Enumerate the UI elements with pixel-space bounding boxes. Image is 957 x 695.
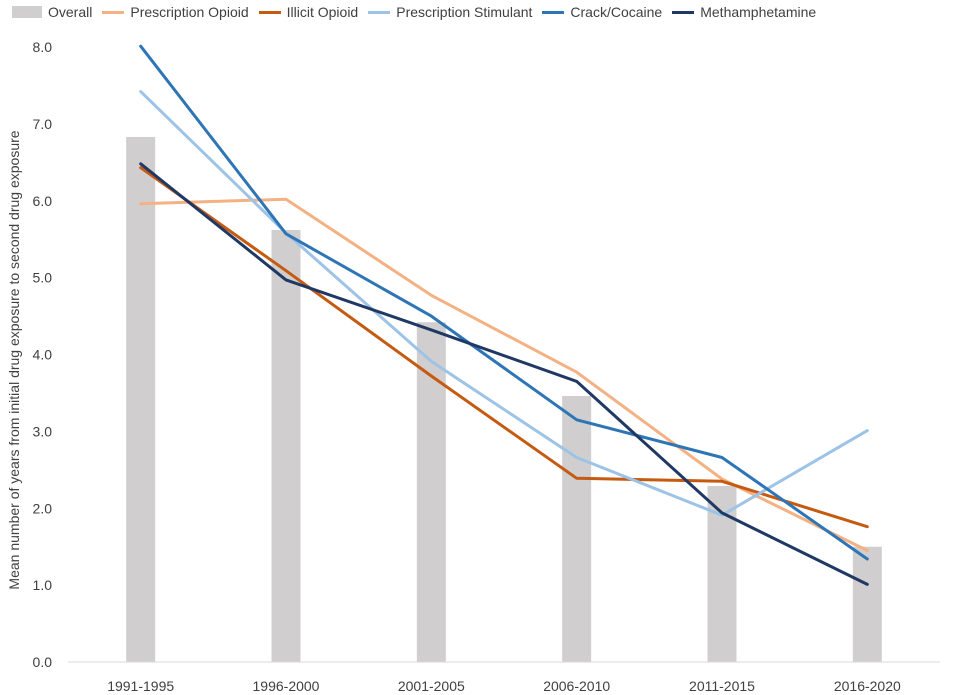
legend-swatch-overall [12, 6, 42, 18]
legend-swatch-prescription-stimulant [368, 10, 391, 14]
bar-overall-2001-2005 [416, 322, 446, 662]
legend-item-prescription-stimulant: Prescription Stimulant [368, 4, 532, 20]
x-tick-label: 1996-2000 [253, 678, 320, 694]
legend-swatch-methamphetamine [672, 10, 695, 14]
legend-swatch-crack-cocaine [542, 10, 565, 14]
y-tick-label: 6.0 [33, 193, 53, 209]
bar-overall-2006-2010 [562, 396, 592, 662]
y-tick-label: 1.0 [33, 577, 53, 593]
legend-label-illicit-opioid: Illicit Opioid [286, 4, 359, 20]
x-tick-label: 2011-2015 [689, 678, 755, 694]
bar-overall-1991-1995 [126, 136, 156, 663]
legend-swatch-illicit-opioid [258, 10, 281, 14]
y-tick-label: 4.0 [33, 347, 53, 363]
bar-overall-2016-2020 [852, 546, 882, 662]
legend-swatch-prescription-opioid [102, 10, 125, 14]
bar-overall-1996-2000 [271, 229, 301, 662]
series-line-illicit-opioid [139, 166, 869, 529]
y-tick-label: 7.0 [33, 116, 53, 132]
legend-label-methamphetamine: Methamphetamine [700, 4, 817, 20]
legend-label-prescription-stimulant: Prescription Stimulant [396, 4, 533, 20]
legend-item-illicit-opioid: Illicit Opioid [258, 4, 359, 20]
series-line-crack-cocaine [139, 44, 869, 561]
legend-item-methamphetamine: Methamphetamine [672, 4, 816, 20]
legend-label-crack-cocaine: Crack/Cocaine [570, 4, 663, 20]
y-tick-label: 8.0 [33, 39, 53, 55]
x-tick-label: 2006-2010 [543, 678, 610, 694]
legend-label-overall: Overall [48, 4, 93, 20]
y-tick-label: 2.0 [33, 500, 53, 516]
legend-item-crack-cocaine: Crack/Cocaine [542, 4, 662, 20]
legend-label-prescription-opioid: Prescription Opioid [130, 4, 249, 20]
series-line-prescription-stimulant [139, 90, 869, 517]
x-tick-label: 1991-1995 [107, 678, 174, 694]
chart-legend: Overall Prescription Opioid Illicit Opio… [12, 4, 826, 20]
x-tick-label: 2016-2020 [834, 678, 901, 694]
x-tick-label: 2001-2005 [398, 678, 465, 694]
y-tick-label: 5.0 [33, 270, 53, 286]
legend-item-prescription-opioid: Prescription Opioid [102, 4, 249, 20]
y-tick-label: 0.0 [33, 654, 53, 670]
series-line-methamphetamine [139, 162, 869, 586]
legend-item-overall: Overall [12, 4, 92, 20]
y-tick-label: 3.0 [33, 423, 53, 439]
series-line-prescription-opioid [139, 197, 869, 552]
